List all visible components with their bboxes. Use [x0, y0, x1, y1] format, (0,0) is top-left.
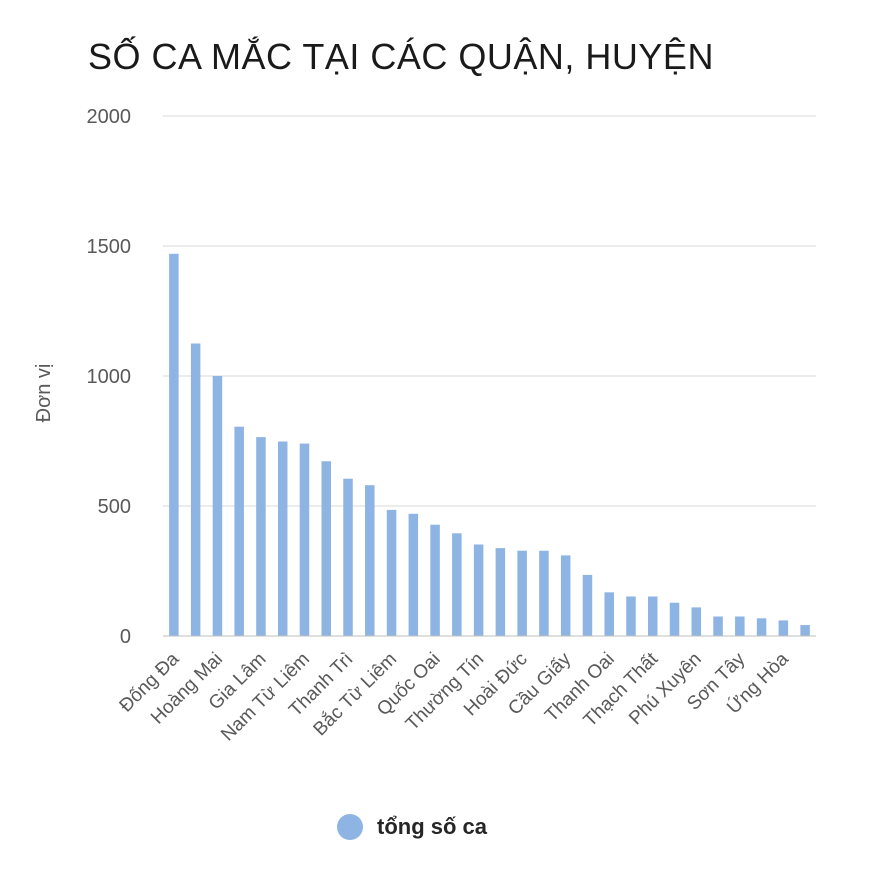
legend-swatch [337, 814, 363, 840]
bar [626, 596, 636, 636]
bar [473, 544, 484, 636]
bar [800, 625, 810, 636]
bar [669, 602, 680, 636]
bar [365, 485, 375, 636]
legend-label: tổng số ca [377, 814, 488, 839]
bar [713, 616, 723, 636]
y-tick-label: 2000 [87, 106, 132, 128]
y-axis-ticks: 0 500 1000 1500 2000 [87, 106, 132, 648]
bar [691, 607, 702, 636]
bar [408, 513, 419, 636]
bar [495, 548, 506, 636]
gridlines [163, 115, 816, 507]
bar [735, 616, 745, 636]
y-tick-label: 1500 [87, 236, 132, 258]
chart-title: SỐ CA MẮC TẠI CÁC QUẬN, HUYỆN [88, 36, 714, 77]
bar [604, 592, 614, 636]
bar [212, 376, 223, 636]
bar [778, 620, 789, 636]
bar [277, 441, 288, 636]
bar [756, 618, 767, 636]
bar [517, 550, 527, 636]
bar [256, 437, 266, 636]
bar [321, 461, 331, 636]
bar [299, 443, 310, 636]
y-tick-label: 0 [120, 626, 131, 648]
bar [430, 524, 440, 636]
y-axis-title: Đơn vị [33, 364, 55, 423]
bar [234, 426, 244, 636]
bar [169, 253, 179, 637]
bar [452, 533, 462, 636]
bars [169, 253, 810, 637]
bar [539, 550, 549, 636]
bar [560, 555, 571, 636]
y-tick-label: 1000 [87, 366, 132, 388]
bar [648, 596, 658, 636]
bar [582, 574, 593, 636]
bar [386, 509, 397, 636]
bar [343, 478, 353, 636]
y-tick-label: 500 [98, 496, 131, 518]
bar [190, 343, 201, 636]
legend: tổng số ca [337, 814, 487, 840]
